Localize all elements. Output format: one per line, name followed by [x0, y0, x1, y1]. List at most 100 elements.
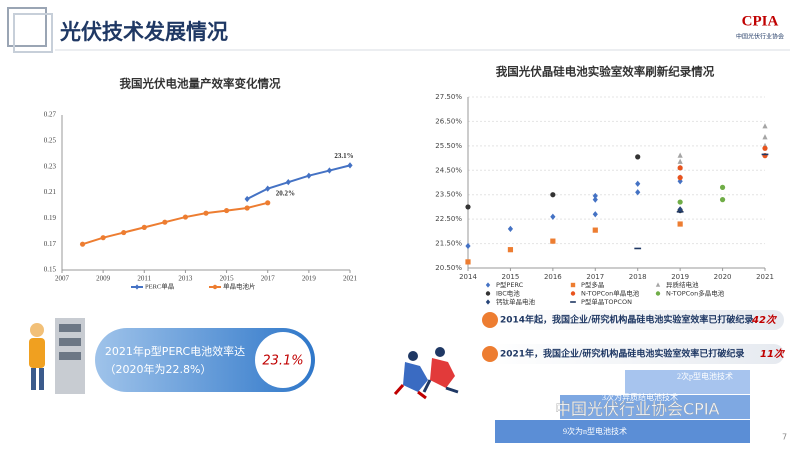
- marker: [592, 196, 598, 203]
- y-tick-label: 26.50%: [435, 117, 462, 125]
- callout-value: 23.1%: [262, 354, 303, 369]
- marker: [121, 229, 127, 236]
- legend-marker: [655, 291, 661, 296]
- x-tick-label: 2014: [459, 273, 477, 281]
- step-block: [495, 420, 750, 443]
- step-text: 3次为异质结电池技术: [602, 392, 678, 402]
- callout-circle: [255, 332, 311, 388]
- marker: [507, 247, 514, 253]
- legend-marker: [485, 299, 491, 305]
- marker: [100, 235, 106, 241]
- marker: [677, 152, 683, 158]
- marker: [677, 206, 683, 213]
- marker: [676, 211, 684, 213]
- legend-label: 异质结电池: [666, 280, 699, 289]
- y-tick-label: 27.50%: [435, 93, 462, 101]
- x-tick-label: 2015: [502, 273, 520, 281]
- y-tick-label: 24.50%: [435, 166, 462, 174]
- marker: [550, 238, 556, 244]
- record-text: 2021年，我国企业/研究机构晶硅电池实验室效率已打破纪录: [500, 348, 744, 360]
- record-count: 11次: [760, 348, 786, 360]
- callout-text: （2020年为22.8%）: [105, 362, 212, 376]
- record-text: 2014年起，我国企业/研究机构晶硅电池实验室效率已打破纪录: [500, 314, 753, 326]
- marker: [265, 185, 271, 192]
- y-tick-label: 20.50%: [435, 264, 462, 272]
- legend-label: 单晶电池片: [223, 281, 256, 290]
- marker: [79, 241, 86, 247]
- marker: [223, 207, 230, 214]
- step-text: 9次为n型电池技术: [563, 426, 627, 436]
- marker: [507, 225, 514, 233]
- header-frame: [13, 13, 53, 53]
- x-tick-label: 2021: [343, 275, 358, 283]
- marker: [244, 195, 250, 203]
- marker: [265, 200, 271, 206]
- marker: [719, 197, 726, 203]
- legend-marker: [655, 282, 661, 287]
- worker-icon: [29, 318, 85, 394]
- marker: [635, 154, 641, 160]
- chart-title: 我国光伏电池量产效率变化情况: [120, 77, 281, 91]
- marker: [465, 259, 471, 265]
- x-tick-label: 2007: [55, 275, 70, 283]
- x-tick-label: 2019: [671, 273, 689, 281]
- marker: [465, 242, 471, 250]
- record-icon: [482, 312, 498, 328]
- marker: [162, 219, 168, 225]
- legend-label: P型单晶TOPCON: [581, 297, 632, 306]
- x-tick-label: 2016: [544, 273, 562, 281]
- record-count: 42次: [751, 314, 778, 326]
- x-tick-label: 2021: [756, 273, 774, 281]
- marker: [762, 145, 768, 151]
- logo-sub: 中国光伏行业协会: [736, 33, 784, 41]
- legend-marker: [570, 291, 576, 296]
- marker: [762, 134, 768, 140]
- marker: [285, 179, 291, 186]
- marker: [634, 247, 642, 250]
- marker: [203, 210, 209, 216]
- legend-marker: [485, 282, 491, 288]
- legend-label: 钙钛单晶电池: [496, 297, 536, 306]
- x-tick-label: 2020: [714, 273, 732, 281]
- marker: [677, 221, 683, 227]
- legend-label: P型PERC: [496, 280, 524, 289]
- y-tick-label: 22.50%: [435, 215, 462, 223]
- marker: [677, 199, 683, 205]
- x-tick-label: 2017: [586, 273, 604, 281]
- step-block: [625, 370, 750, 394]
- marker: [592, 192, 598, 200]
- legend-marker: [570, 301, 576, 303]
- x-tick-label: 2011: [137, 275, 151, 283]
- legend-label: IBC电池: [496, 289, 520, 298]
- record-bar: [484, 310, 784, 330]
- record-bar: [484, 344, 784, 364]
- y-tick-label: 0.15: [44, 266, 57, 274]
- callout-pill: [95, 328, 315, 392]
- series-line: [246, 164, 351, 200]
- legend-marker: [134, 284, 140, 290]
- header-frame: [7, 7, 47, 47]
- marker: [592, 227, 598, 233]
- legend-marker: [570, 282, 576, 288]
- legend-marker: [485, 291, 491, 296]
- series-line: [82, 201, 268, 246]
- callout-text: 2021年p型PERC电池效率达: [105, 344, 245, 358]
- marker: [465, 204, 471, 210]
- logo: CPIA: [742, 13, 779, 29]
- x-tick-label: 2017: [261, 275, 276, 283]
- y-tick-label: 0.23: [44, 162, 57, 170]
- x-tick-label: 2018: [629, 273, 647, 281]
- legend-label: N-TOPCon单晶电池: [581, 289, 640, 298]
- marker: [347, 162, 353, 169]
- marker: [182, 214, 189, 220]
- marker: [550, 192, 556, 198]
- marker: [719, 184, 726, 190]
- marker: [550, 213, 556, 220]
- value-label: 20.2%: [276, 189, 295, 197]
- x-tick-label: 2015: [220, 275, 235, 283]
- step-block: [560, 395, 750, 419]
- page-number: 7: [782, 433, 787, 442]
- x-tick-label: 2019: [302, 275, 317, 283]
- chart-title: 我国光伏晶硅电池实验室效率刷新纪录情况: [496, 65, 715, 79]
